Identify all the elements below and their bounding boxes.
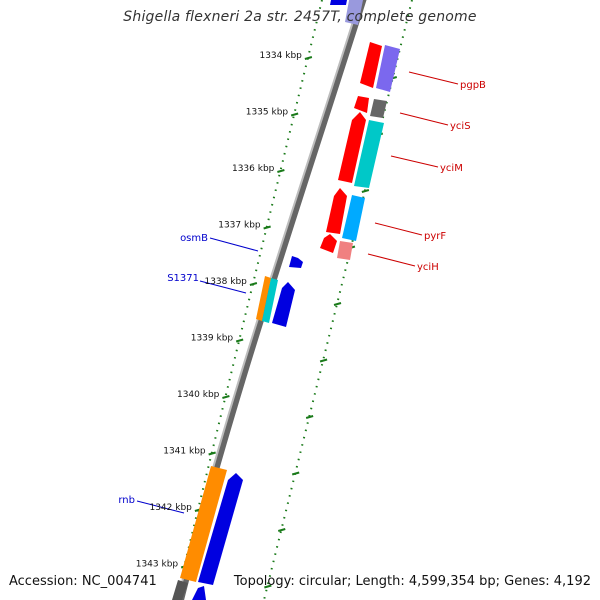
rnb-label: rnb (118, 495, 135, 506)
gene-bottom-blue[interactable] (192, 586, 206, 600)
tick-mark-outer (291, 471, 300, 476)
osmB-leader (209, 237, 259, 252)
gene-S1371-teal[interactable] (262, 278, 278, 323)
tick-mark-outer (319, 358, 328, 363)
gene-S1371[interactable] (272, 282, 295, 327)
tick-mark-outer (277, 528, 286, 532)
gene-pyrF[interactable] (342, 195, 365, 241)
tick-mark-inner (208, 451, 216, 456)
tick-mark-inner (249, 282, 258, 286)
tick-label: 1340 kbp (177, 390, 220, 400)
gene-yciM-red[interactable] (338, 112, 366, 183)
gene-rnb[interactable] (198, 473, 243, 585)
yciM-leader (390, 155, 439, 168)
tick-label: 1342 kbp (149, 503, 192, 513)
gene-pgpB[interactable] (376, 45, 400, 92)
yciS-label: yciS (450, 121, 471, 132)
gene-bottom-grey[interactable] (172, 580, 188, 600)
yciS-leader (399, 112, 449, 126)
rnb-leader (136, 500, 185, 514)
tick-mark-outer (333, 302, 342, 306)
gene-labels: osmB S1371 rnb pgpB yciS yciM pyrF yciH (118, 80, 486, 506)
pgpB-leader (408, 71, 459, 85)
gene-pyrF-red[interactable] (326, 188, 347, 234)
tick-mark-inner (277, 169, 285, 173)
osmB-label: osmB (180, 233, 208, 244)
map-title: Shigella flexneri 2a str. 2457T, complet… (123, 9, 477, 25)
tick-label: 1334 kbp (259, 51, 302, 61)
yciH-label: yciH (417, 262, 439, 273)
tick-mark-inner (304, 56, 313, 60)
gene-osmB[interactable] (289, 256, 303, 268)
S1371-label: S1371 (167, 273, 199, 284)
gene-pgpB-red[interactable] (360, 42, 382, 88)
tick-label: 1341 kbp (163, 447, 206, 457)
gene-yciH-red[interactable] (320, 234, 337, 253)
tick-mark-outer (264, 584, 272, 589)
tick-label: 1338 kbp (204, 277, 247, 287)
tick-mark-outer (361, 189, 370, 193)
S1371-leader (199, 280, 247, 294)
tick-label: 1339 kbp (191, 334, 234, 344)
tick-mark-inner (263, 225, 271, 230)
inner-tick-track (175, 0, 323, 600)
reverse-strand-genes (172, 0, 348, 600)
label-leaders (136, 71, 459, 514)
tick-label: 1337 kbp (218, 221, 261, 231)
yciM-label: yciM (440, 163, 463, 174)
gene-yciH[interactable] (337, 241, 353, 260)
yciH-leader (367, 253, 416, 267)
pyrF-label: pyrF (424, 231, 446, 242)
gene-S1371-orange[interactable] (256, 276, 271, 321)
gene-top-blue[interactable] (330, 0, 348, 5)
gene-rnb-orange[interactable] (180, 466, 227, 582)
tick-mark-outer (305, 415, 314, 419)
tick-mark-inner (235, 338, 244, 343)
pyrF-leader (374, 222, 423, 236)
accession-text: Accession: NC_004741 (9, 574, 157, 589)
gene-yciS-red[interactable] (354, 96, 369, 113)
gene-yciM[interactable] (354, 120, 384, 188)
gene-top-lavender[interactable] (345, 0, 364, 25)
tick-labels: 1334 kbp 1335 kbp 1336 kbp 1337 kbp 1338 kbp… (136, 51, 302, 570)
tick-mark-inner (222, 395, 230, 399)
tick-mark-inner (290, 112, 299, 117)
gene-yciS[interactable] (370, 99, 387, 118)
tick-label: 1336 kbp (232, 164, 275, 174)
topology-text: Topology: circular; Length: 4,599,354 bp… (233, 574, 591, 589)
forward-strand-genes (320, 0, 400, 260)
tick-label: 1343 kbp (136, 560, 179, 570)
pgpB-label: pgpB (460, 80, 486, 91)
outer-tick-track (263, 0, 413, 600)
tick-label: 1335 kbp (246, 108, 289, 118)
